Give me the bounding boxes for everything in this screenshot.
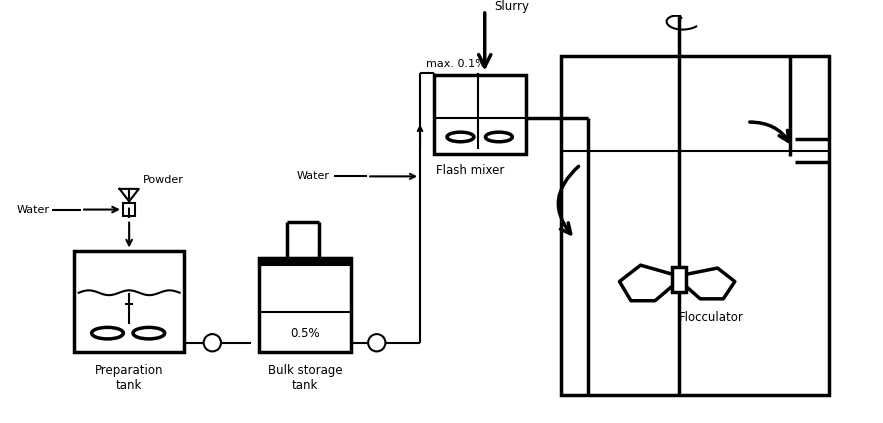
Text: Preparation
tank: Preparation tank (94, 364, 163, 392)
Text: Water: Water (297, 171, 329, 181)
Text: Powder: Powder (143, 175, 184, 185)
Text: Bulk storage
tank: Bulk storage tank (268, 364, 343, 392)
Text: 0.5%: 0.5% (291, 327, 320, 340)
Bar (434, 75, 526, 154)
Bar (74, 251, 185, 352)
Bar (123, 203, 135, 216)
Bar (672, 267, 686, 292)
Text: max. 0.1%: max. 0.1% (426, 59, 486, 69)
Bar (562, 56, 829, 395)
Text: Flocculator: Flocculator (679, 311, 743, 324)
Text: Water: Water (16, 205, 49, 214)
Bar (260, 258, 351, 352)
Text: Flash mixer: Flash mixer (436, 164, 505, 177)
Bar (260, 258, 351, 265)
Text: Slurry: Slurry (494, 0, 529, 13)
